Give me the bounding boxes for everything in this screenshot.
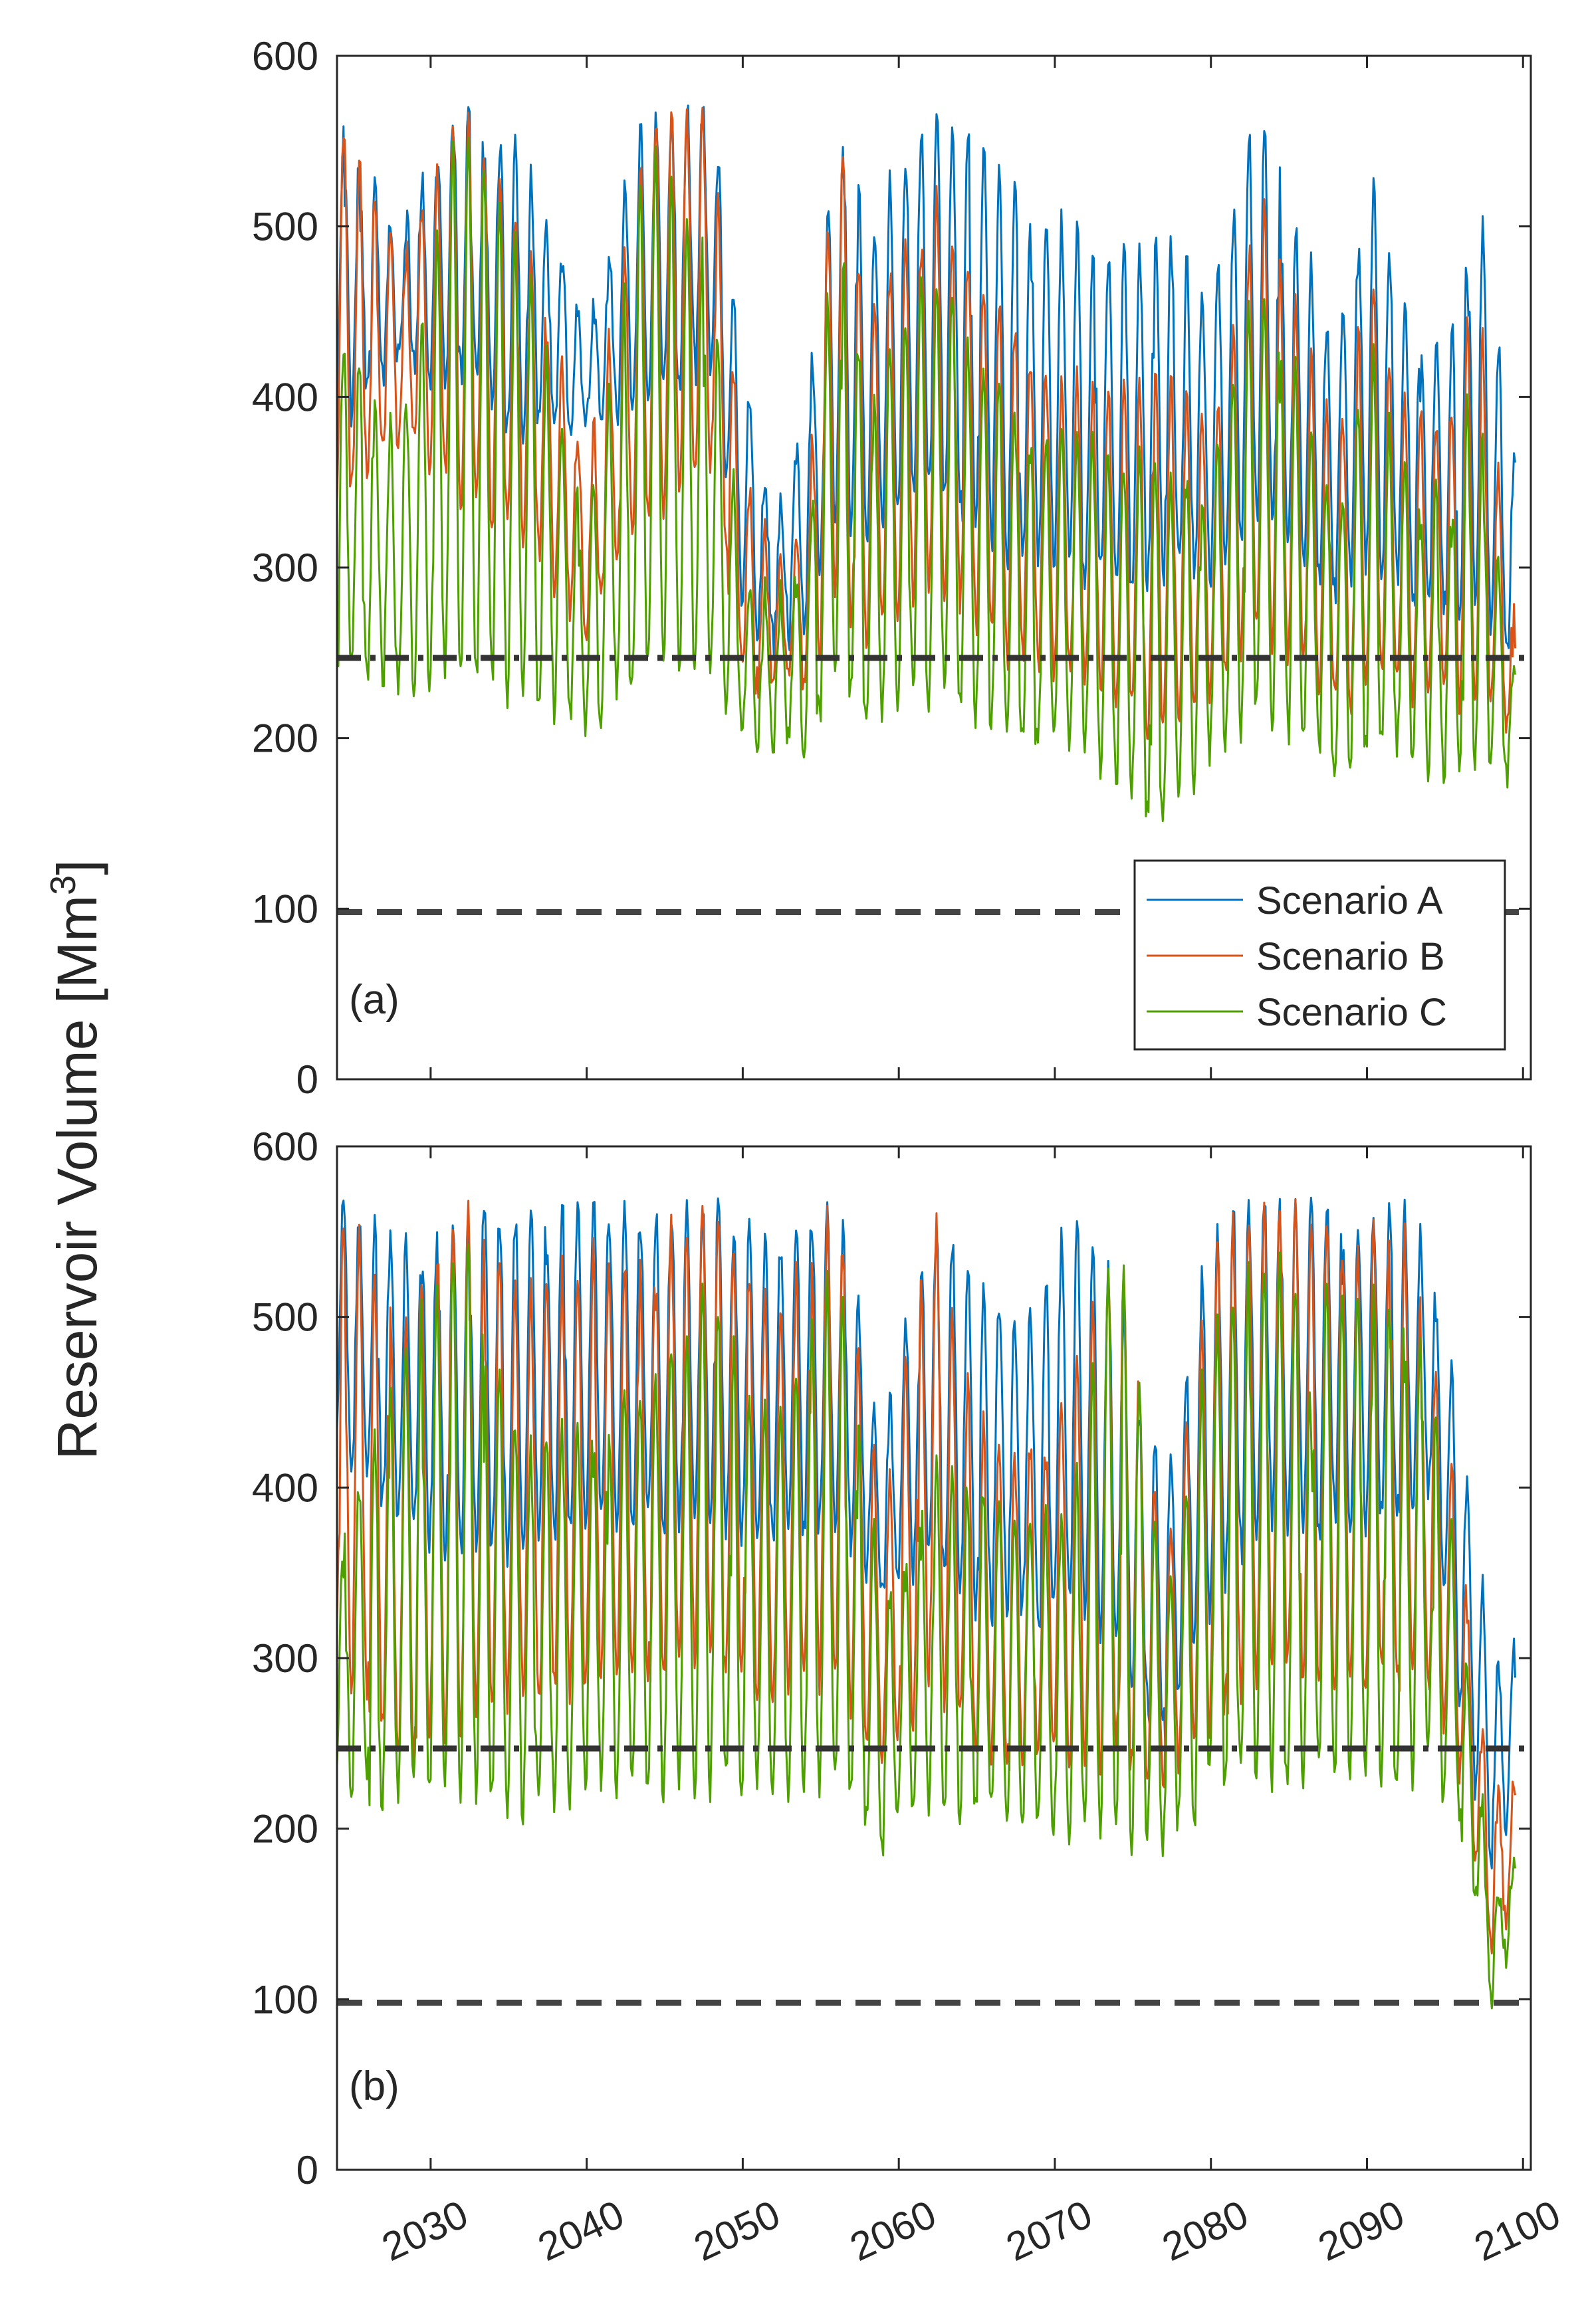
panel-b-y-tick-label: 100 xyxy=(252,1977,318,2022)
panel-a-series-group xyxy=(336,104,1516,823)
panel-a-y-tick-label: 300 xyxy=(252,546,318,590)
panel-b-series-line-scenario-b xyxy=(336,1198,1516,1954)
panel-b-x-ticks xyxy=(429,1146,1524,2170)
y-axis-title-superscript: 3 xyxy=(43,875,83,895)
legend-label-scenario-b: Scenario B xyxy=(1256,935,1445,978)
panel-b-y-tick-label: 500 xyxy=(252,1295,318,1340)
panel-a-series-line-scenario-c xyxy=(336,136,1516,823)
panel-a-reference-lines xyxy=(337,655,1531,915)
legend-label-scenario-c: Scenario C xyxy=(1256,991,1447,1034)
panel-b-y-axis: 0 100 200 300 400 500 600 xyxy=(252,1124,1531,2192)
panel-b-y-tick-label: 300 xyxy=(252,1636,318,1681)
panel-b-series-group xyxy=(336,1196,1516,2010)
panel-b-y-tick-label: 600 xyxy=(252,1124,318,1169)
panel-a: 0 100 200 300 400 500 600 (a) Scenario A Scena… xyxy=(252,34,1532,1102)
panel-b-label: (b) xyxy=(349,2063,399,2109)
panel-b-series-line-scenario-c xyxy=(336,1243,1516,2010)
panel-a-y-tick-label: 0 xyxy=(296,1057,318,1102)
legend-label-scenario-a: Scenario A xyxy=(1256,879,1443,922)
panel-a-y-tick-label: 600 xyxy=(252,34,318,78)
panel-b-reference-lines xyxy=(337,1745,1531,2006)
y-axis-title: Reservoir Volume [Mm3] xyxy=(43,860,108,1460)
panel-a-y-tick-label: 500 xyxy=(252,205,318,249)
panel-a-y-tick-label: 400 xyxy=(252,375,318,419)
legend: Scenario A Scenario B Scenario C xyxy=(1133,859,1506,1051)
panel-b-y-tick-label: 200 xyxy=(252,1807,318,1851)
y-axis-title-close: ] xyxy=(46,860,108,875)
panel-a-series-line-scenario-b xyxy=(336,106,1516,740)
panel-a-x-ticks xyxy=(429,56,1524,1079)
panel-a-y-tick-label: 200 xyxy=(252,716,318,761)
panel-a-label: (a) xyxy=(349,977,399,1023)
panel-b-y-tick-label: 0 xyxy=(296,2148,318,2192)
panel-b-y-tick-label: 400 xyxy=(252,1465,318,1510)
panel-a-y-axis: 0 100 200 300 400 500 600 xyxy=(252,34,1531,1102)
y-axis-title-text: Reservoir Volume [Mm xyxy=(46,895,108,1460)
panel-a-series-line-scenario-a xyxy=(336,104,1516,660)
panel-a-y-tick-label: 100 xyxy=(252,887,318,931)
panel-b-series-line-scenario-a xyxy=(336,1196,1516,1869)
